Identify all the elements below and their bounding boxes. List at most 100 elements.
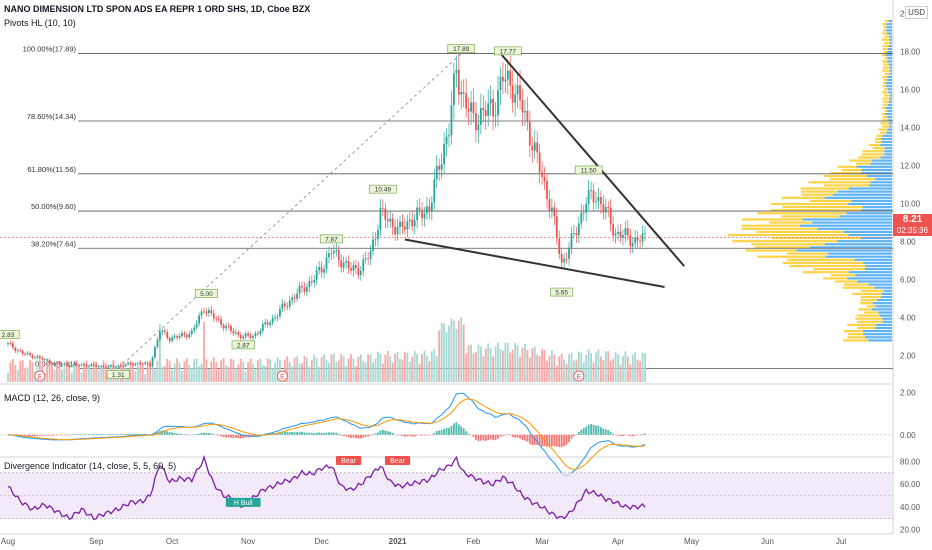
price-tick-label: 2.00 (900, 351, 916, 360)
volume-bar (587, 348, 590, 382)
volume-profile-bar (887, 88, 892, 91)
macd-histogram-bar (112, 434, 115, 435)
volume-bar (87, 367, 90, 382)
time-tick-label: May (684, 537, 699, 546)
candle-body (185, 335, 188, 338)
macd-histogram-bar (136, 434, 139, 435)
volume-bar (190, 367, 193, 382)
candle-body (467, 108, 470, 112)
candle-body (12, 343, 14, 348)
candle-body (391, 218, 394, 227)
volume-bar (511, 349, 514, 382)
candle-body (288, 300, 291, 307)
candle-body (482, 108, 485, 111)
macd-histogram-bar (90, 434, 93, 435)
earnings-event-icon (276, 370, 288, 382)
candle-body (53, 362, 56, 365)
volume-profile-bar (889, 72, 892, 75)
volume-profile-bar (843, 330, 863, 333)
macd-histogram-bar (61, 434, 63, 436)
candle-body (198, 315, 200, 324)
candle-body (438, 165, 441, 170)
volume-profile-bar (862, 150, 885, 153)
volume-bar (374, 358, 377, 382)
volume-bar (443, 323, 445, 382)
volume-profile-bar (882, 85, 887, 88)
volume-bar (85, 360, 88, 382)
volume-profile-bar (880, 144, 892, 147)
candle-body (514, 94, 517, 103)
volume-bar (313, 354, 316, 382)
candle-body (237, 332, 240, 335)
time-tick-label: Aug (1, 537, 15, 546)
candle-body (337, 249, 340, 261)
candle-body (151, 357, 154, 367)
volume-bar (65, 360, 68, 382)
macd-histogram-bar (340, 434, 343, 436)
candle-body (489, 98, 492, 104)
macd-histogram-bar (141, 434, 144, 435)
volume-bar (215, 361, 218, 382)
volume-bar (291, 366, 294, 382)
volume-bar (78, 364, 80, 382)
pivot-label-box (550, 287, 574, 297)
volume-bar (181, 371, 183, 382)
volume-profile-bar (885, 82, 892, 85)
candle-body (234, 332, 237, 334)
currency-label[interactable]: USD (905, 6, 928, 19)
volume-bar (51, 366, 53, 382)
candle-body (97, 366, 100, 367)
volume-profile-bar (856, 165, 892, 168)
volume-profile-bar (878, 128, 888, 131)
candle-body (193, 327, 196, 331)
macd-histogram-bar (558, 434, 561, 448)
volume-profile-bar (860, 295, 882, 299)
volume-profile-bar (887, 116, 892, 119)
volume-bar (244, 371, 247, 382)
volume-bar (247, 362, 249, 382)
candle-body (217, 318, 220, 320)
volume-profile-bar (810, 199, 852, 202)
macd-histogram-bar (511, 434, 514, 438)
candle-body (359, 270, 362, 276)
volume-profile-bar (885, 54, 892, 57)
volume-bar (225, 364, 227, 382)
volume-profile-bar (875, 178, 892, 181)
volume-profile-bar (882, 54, 886, 57)
candle-body (73, 363, 76, 365)
macd-histogram-bar (421, 434, 423, 436)
volume-profile-bar (849, 159, 872, 162)
volume-bar (154, 369, 156, 382)
earnings-event-icon (573, 370, 585, 382)
volume-bar (465, 353, 468, 382)
volume-profile-bar (863, 333, 892, 336)
volume-profile-bar (887, 57, 892, 60)
macd-histogram-bar (288, 432, 291, 435)
candle-body (389, 218, 392, 222)
macd-histogram-bar (85, 434, 88, 435)
pivot-label-box (0, 330, 20, 339)
macd-histogram-bar (83, 434, 85, 435)
volume-bar (602, 360, 605, 382)
volume-profile-bar (817, 227, 892, 230)
volume-bar (475, 352, 477, 382)
volume-profile-bar (843, 339, 869, 342)
candle-body (600, 196, 602, 205)
volume-profile-bar (886, 131, 892, 134)
macd-histogram-bar (597, 425, 600, 435)
volume-profile-bar (886, 29, 892, 32)
macd-histogram-bar (355, 434, 357, 439)
divergence-label-box (384, 455, 411, 465)
macd-histogram-bar (185, 434, 188, 436)
volume-bar (53, 370, 56, 382)
volume-bar (560, 353, 563, 382)
macd-histogram-bar (107, 434, 110, 435)
candle-body (565, 258, 568, 260)
macd-histogram-bar (521, 434, 524, 440)
volume-profile-bar (882, 317, 892, 320)
volume-bar (546, 360, 548, 382)
macd-histogram-bar (230, 434, 232, 438)
candle-body (342, 262, 345, 268)
volume-bar (577, 351, 580, 382)
